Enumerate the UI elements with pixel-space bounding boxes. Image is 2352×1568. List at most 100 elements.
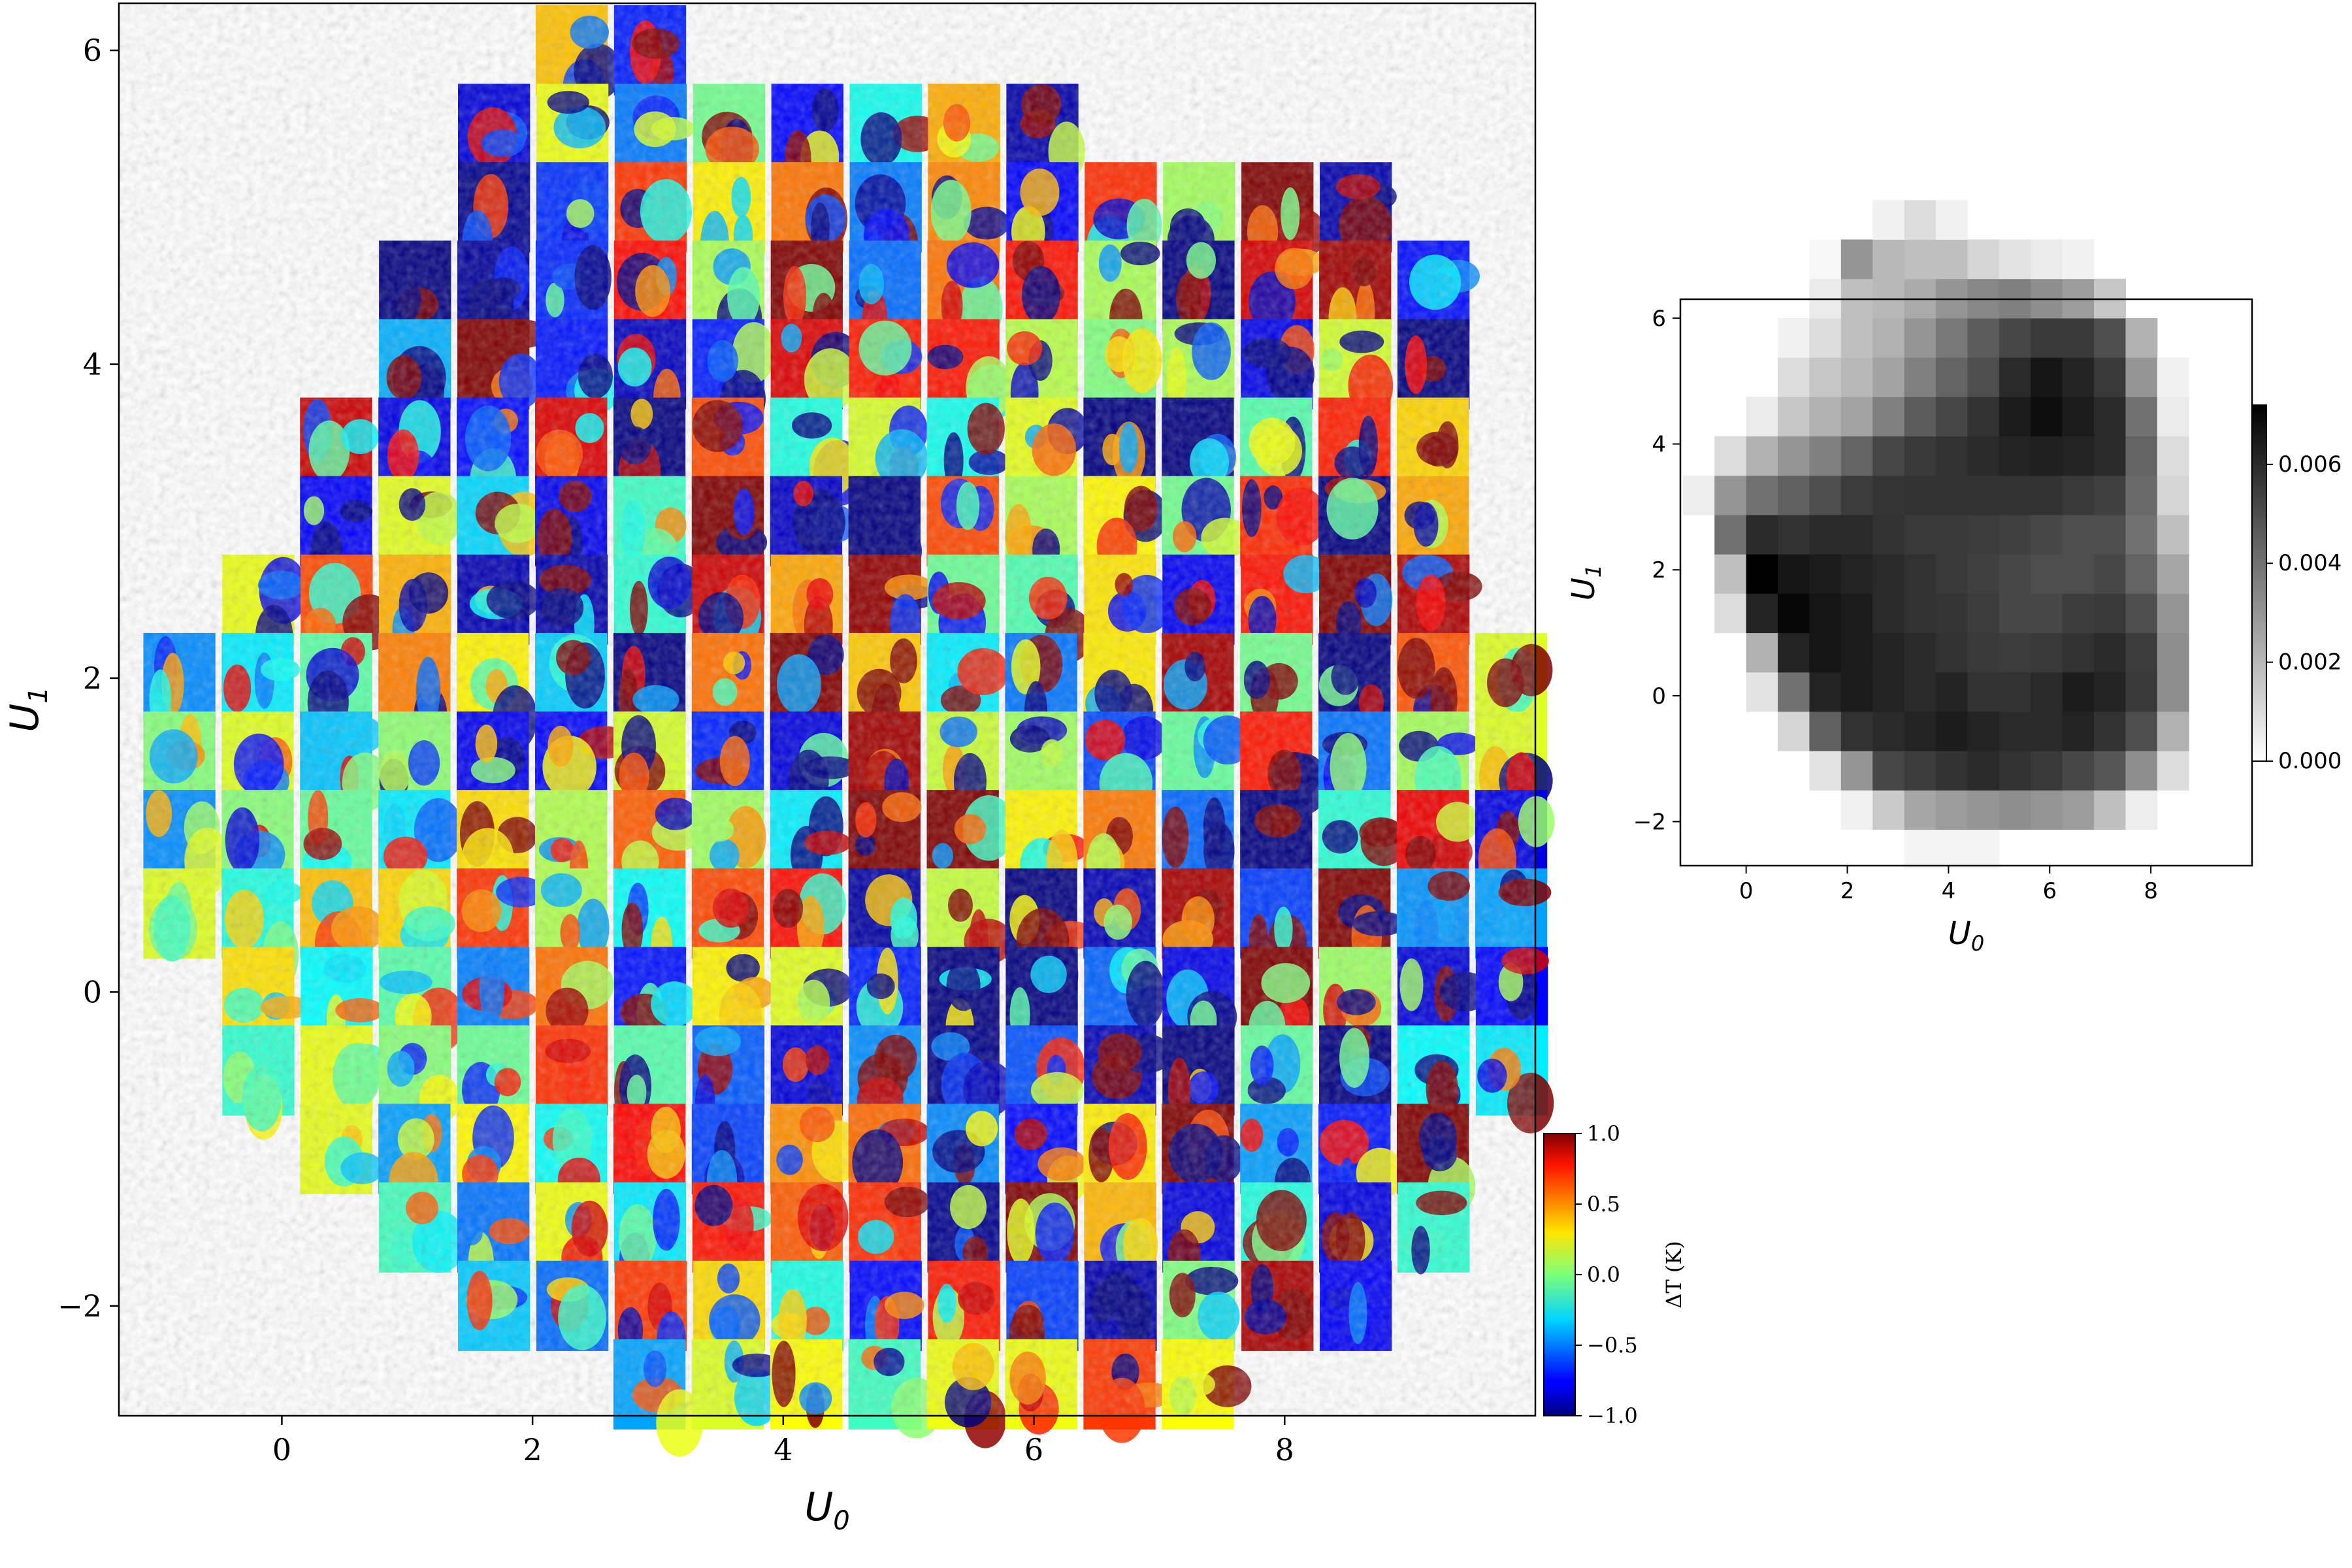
inset-cell (2062, 357, 2095, 397)
inset-cell (1904, 318, 1936, 358)
inset-cell (2062, 711, 2095, 751)
inset-cell (1936, 514, 1968, 555)
inset-cell (1746, 397, 1778, 437)
inset-cell (1840, 632, 1873, 673)
inset-cell (2157, 357, 2189, 397)
inset-cell (1936, 357, 1968, 397)
inset-y-tick-label: 2 (1652, 557, 1666, 583)
main-colorbar-ticks: −1.0 −0.5 0.0 0.5 1.0 (1575, 1121, 1638, 1428)
y-tick-label: 0 (83, 974, 102, 1009)
inset-x-tick-label: 4 (1942, 878, 1956, 904)
inset-cell (1840, 239, 1873, 280)
inset-cells (1682, 200, 2189, 870)
inset-cell (1872, 397, 1905, 437)
inset-cell (1840, 711, 1873, 751)
colorbar-tick-label: 1.0 (1587, 1121, 1620, 1146)
main-colorbar: −1.0 −0.5 0.0 0.5 1.0 ΔT (K) (1543, 1121, 1686, 1428)
inset-cell (1809, 514, 1842, 555)
inset-cell (1809, 711, 1842, 751)
inset-cell (2125, 554, 2158, 594)
inset-cell (1778, 632, 1810, 673)
inset-x-tick-label: 0 (1739, 878, 1754, 904)
inset-x-axis-label: U0 (1948, 915, 1985, 956)
inset-cell (1904, 672, 1936, 712)
inset-y-tick-label: 0 (1652, 683, 1666, 710)
inset-cell (1936, 200, 1968, 240)
inset-cell (1936, 239, 1968, 280)
inset-cell (1999, 475, 2031, 515)
inset-cell (1967, 632, 2000, 673)
inset-cell (1778, 554, 1810, 594)
inset-cell (1999, 318, 2031, 358)
inset-cell (1840, 318, 1873, 358)
main-heatmap-plot: 0 2 4 6 8 −2 0 2 4 6 U0 U1 (2, 2, 1555, 1536)
inset-cell (1936, 554, 1968, 594)
inset-cell (1778, 318, 1810, 358)
inset-cell (2062, 751, 2095, 791)
inset-cell (1778, 711, 1810, 751)
inset-x-tick-label: 2 (1840, 878, 1855, 904)
main-y-axis: −2 0 2 4 6 (57, 33, 119, 1324)
main-colorbar-label: ΔT (K) (1661, 1241, 1686, 1309)
main-x-axis: 0 2 4 6 8 (272, 1416, 1294, 1467)
inset-cell (1904, 751, 1936, 791)
inset-cell (1936, 632, 1968, 673)
inset-cell (2157, 514, 2189, 555)
inset-cell (1999, 790, 2031, 830)
inset-cell (1999, 672, 2031, 712)
inset-cell (1872, 239, 1905, 280)
inset-cell (1809, 318, 1842, 358)
inset-cell (1840, 790, 1873, 830)
inset-cell (2031, 514, 2063, 555)
inset-cell (2125, 357, 2158, 397)
inset-cell (2157, 672, 2189, 712)
inset-cell (1778, 475, 1810, 515)
inset-y-tick-label: 6 (1652, 306, 1666, 332)
inset-cell (1682, 475, 1715, 515)
inset-cell (1872, 200, 1905, 240)
inset-cell (1840, 436, 1873, 476)
inset-cell (1840, 475, 1873, 515)
colorbar-tick-label: −0.5 (1587, 1333, 1638, 1358)
inset-cell (2094, 672, 2126, 712)
inset-cell (2094, 593, 2126, 634)
colorbar-tick-label: −1.0 (1587, 1403, 1638, 1428)
inset-cell (1904, 632, 1936, 673)
inset-x-tick-label: 8 (2144, 878, 2158, 904)
inset-cell (2157, 711, 2189, 751)
inset-x-axis: 0 2 4 6 8 (1739, 866, 2158, 904)
inset-cell (1778, 357, 1810, 397)
inset-cell (1967, 593, 2000, 634)
inset-cell (1809, 475, 1842, 515)
inset-cell (1746, 475, 1778, 515)
y-tick-label: 2 (83, 661, 102, 696)
inset-y-axis-label: U1 (1565, 564, 1606, 601)
colorbar-tick-label: 0.0 (1587, 1262, 1620, 1287)
inset-cell (2125, 632, 2158, 673)
inset-cell (1999, 554, 2031, 594)
inset-cell (1714, 475, 1747, 515)
inset-cell (1999, 593, 2031, 634)
inset-cell (1936, 475, 1968, 515)
inset-cell (1936, 436, 1968, 476)
inset-cell (2062, 318, 2095, 358)
y-tick-label: 4 (83, 347, 102, 382)
texture-overlay (119, 3, 1535, 1416)
inset-cell (2031, 357, 2063, 397)
inset-cell (1904, 554, 1936, 594)
inset-colorbar-tick-label: 0.004 (2278, 550, 2342, 576)
inset-cell (2157, 436, 2189, 476)
inset-cell (1967, 829, 2000, 870)
inset-cell (1778, 397, 1810, 437)
inset-cell (1840, 554, 1873, 594)
inset-cell (2094, 475, 2126, 515)
inset-cell (1872, 672, 1905, 712)
inset-cell (1967, 711, 2000, 751)
inset-cell (1967, 397, 2000, 437)
inset-cell (1967, 475, 2000, 515)
inset-cell (1872, 751, 1905, 791)
inset-cell (2125, 672, 2158, 712)
inset-cell (1840, 751, 1873, 791)
inset-cell (2157, 751, 2189, 791)
inset-cell (2031, 632, 2063, 673)
